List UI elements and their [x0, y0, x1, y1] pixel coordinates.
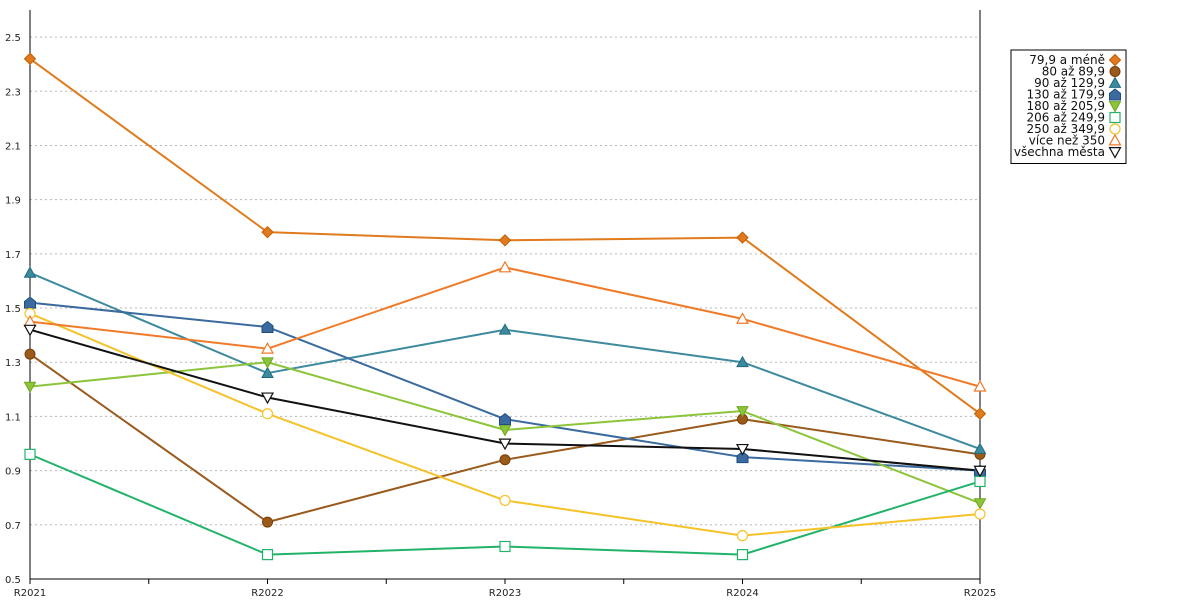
data-point: [24, 448, 36, 460]
legend-marker: [1109, 66, 1121, 77]
y-tick-label: 0.7: [5, 521, 21, 532]
legend-marker: [1109, 123, 1121, 135]
x-tick-label: R2024: [726, 588, 758, 599]
data-point: [498, 438, 512, 451]
series-markers: [23, 52, 987, 561]
y-tick-label: 2.5: [5, 33, 21, 44]
x-tick-label: R2023: [489, 588, 521, 599]
legend-box: [1010, 49, 1127, 164]
data-point: [974, 508, 986, 520]
legend-marker: [1108, 53, 1122, 67]
y-tick-label: 0.5: [5, 575, 21, 586]
data-point: [498, 323, 512, 335]
data-point: [23, 324, 37, 337]
data-point: [261, 357, 274, 369]
data-point: [498, 425, 512, 437]
legend-label: 79,9 a méně: [1029, 53, 1105, 67]
data-point: [499, 494, 511, 507]
data-point: [973, 498, 987, 510]
y-tick-label: 1.1: [5, 412, 21, 423]
axes: [29, 10, 981, 580]
legend-marker: [1109, 111, 1121, 124]
data-point: [260, 392, 275, 405]
data-point: [498, 260, 512, 273]
x-tick-label: R2025: [964, 588, 996, 599]
data-point: [499, 540, 511, 553]
data-point: [261, 225, 274, 239]
data-point: [736, 450, 749, 464]
y-tick-label: 1.7: [5, 250, 21, 261]
data-point: [262, 516, 273, 528]
data-point: [973, 465, 987, 478]
legend-marker: [1109, 88, 1121, 101]
data-point: [261, 366, 274, 378]
data-point: [974, 475, 986, 488]
data-point: [261, 549, 274, 561]
series-lines: [29, 57, 981, 556]
data-point: [24, 348, 36, 360]
y-tick-label: 0.9: [5, 467, 21, 478]
legend-marker: [1108, 147, 1122, 159]
legend-marker: [1108, 101, 1122, 113]
legend-label: 90 až 129,9: [1034, 76, 1105, 90]
data-point: [24, 296, 36, 309]
data-point: [736, 355, 749, 368]
data-point: [261, 320, 274, 334]
legend-marker: [1108, 133, 1122, 146]
legend-label: 206 až 249,9: [1026, 111, 1105, 125]
data-point: [499, 412, 511, 426]
data-point: [973, 442, 987, 454]
legend-label: všechna města: [1014, 145, 1105, 159]
data-point: [973, 379, 987, 392]
data-point: [498, 234, 512, 247]
y-tick-label: 2.1: [5, 141, 21, 152]
legend-label: 80 až 89,9: [1042, 65, 1105, 79]
legend-label: více než 350: [1029, 134, 1105, 148]
y-tick-label: 2.3: [5, 87, 21, 98]
legend-marker: [1108, 76, 1122, 88]
legend-label: 250 až 349,9: [1026, 122, 1105, 136]
x-tick-label: R2022: [251, 588, 283, 599]
data-point: [736, 231, 749, 244]
data-point: [735, 312, 750, 324]
data-point: [499, 454, 511, 466]
data-point: [736, 406, 749, 418]
y-tick-label: 1.5: [5, 304, 21, 315]
x-tick-label: R2021: [14, 588, 46, 599]
data-point: [23, 381, 37, 394]
data-point: [973, 407, 987, 420]
legend-label: 130 až 179,9: [1026, 88, 1105, 102]
y-tick-label: 1.9: [5, 196, 21, 207]
data-point: [261, 408, 274, 420]
y-axis-ticks: 0.5 0.7 0.9 1.1 1.3 1.5 1.7 1.9 2.1 2.3 2.5: [5, 33, 21, 586]
x-axis-ticks: R2021 R2022 R2023 R2024 R2025: [14, 579, 996, 599]
data-point: [23, 266, 37, 278]
data-point: [23, 52, 37, 65]
y-tick-label: 1.3: [5, 358, 21, 369]
data-point: [736, 530, 749, 542]
data-point: [736, 549, 749, 561]
data-point: [735, 443, 750, 456]
grid-lines: [30, 36, 980, 526]
data-point: [260, 341, 275, 354]
legend-label: 180 až 205,9: [1026, 99, 1105, 113]
